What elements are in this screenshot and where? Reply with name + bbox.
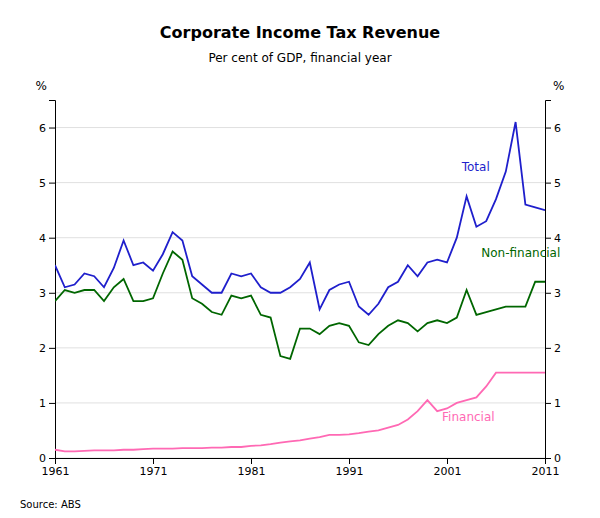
tick-label: 0 (554, 452, 561, 465)
line (55, 122, 545, 315)
tick-label: 1971 (140, 465, 168, 478)
tick: 3 (545, 287, 561, 300)
tick-mark (545, 348, 551, 349)
y2-axis: 0 1 2 3 4 5 6 (545, 101, 561, 466)
tick-label: 6 (554, 122, 561, 135)
grid-line (55, 237, 545, 238)
tick-label: 3 (554, 287, 561, 300)
grid-line (55, 402, 545, 403)
grid-line (55, 347, 545, 348)
tick: 1971 (140, 458, 168, 478)
tick-mark (49, 403, 55, 404)
tick: 6 (545, 122, 561, 135)
tick-mark (545, 403, 551, 404)
tick-label: 5 (39, 177, 46, 190)
tick-label: 4 (39, 232, 46, 245)
tick-mark (545, 458, 551, 459)
tick: 1 (545, 397, 561, 410)
tick-label: 3 (39, 287, 46, 300)
plot-area: 19611971198119912001201101234560123456To… (39, 101, 561, 478)
tick-label: 1 (554, 397, 561, 410)
grid-line (55, 182, 545, 183)
tick: 4 (545, 232, 561, 245)
axis-line (49, 101, 56, 459)
axis-line (546, 101, 552, 459)
tick-label: 0 (39, 452, 46, 465)
grid (55, 128, 545, 458)
axis-line (56, 459, 546, 465)
tick-mark (153, 458, 154, 464)
lines (55, 122, 545, 451)
tick-label: 5 (554, 177, 561, 190)
tick: 5 (39, 177, 55, 190)
tick-mark (49, 238, 55, 239)
tick: 2 (39, 342, 55, 355)
tick-mark (545, 238, 551, 239)
tick-mark (545, 183, 551, 184)
tick-mark (49, 128, 55, 129)
tick-mark (49, 293, 55, 294)
source: Source: ABS (20, 499, 81, 510)
tick-label: 1981 (238, 465, 266, 478)
grid-line (55, 127, 545, 128)
tick-label: 2 (554, 342, 561, 355)
line (55, 373, 545, 452)
tick: 0 (39, 452, 55, 465)
y2-axis-label: % (553, 79, 564, 93)
line (55, 251, 545, 358)
tick-label: 1 (39, 397, 46, 410)
tick-mark (545, 293, 551, 294)
line-label: Total (461, 160, 490, 174)
y-axis-label: % (36, 79, 47, 93)
y-axis: 0 1 2 3 4 5 6 (39, 101, 56, 466)
tick: 2001 (434, 458, 462, 478)
line-label: Financial (442, 410, 495, 424)
chart: 19611971198119912001201101234560123456To… (0, 0, 600, 518)
x-axis: 1961 1971 1981 1991 2001 2011 (42, 458, 560, 478)
title: Corporate Income Tax Revenue (160, 23, 441, 42)
tick: 1991 (336, 458, 364, 478)
tick: 3 (39, 287, 55, 300)
tick-label: 1991 (336, 465, 364, 478)
tick: 5 (545, 177, 561, 190)
tick: 4 (39, 232, 55, 245)
tick-label: 1961 (42, 465, 70, 478)
tick-mark (49, 458, 55, 459)
tick: 0 (545, 452, 561, 465)
tick-label: 6 (39, 122, 46, 135)
tick-mark (49, 348, 55, 349)
tick-mark (447, 458, 448, 464)
subtitle: Per cent of GDP, financial year (208, 51, 391, 65)
tick: 1 (39, 397, 55, 410)
tick-mark (49, 183, 55, 184)
line-label: Non-financial (481, 246, 560, 260)
tick-mark (545, 128, 551, 129)
grid-line (55, 292, 545, 293)
annotations: Total Non-financial Financial (442, 160, 560, 423)
tick-label: 2011 (532, 465, 560, 478)
tick-mark (251, 458, 252, 464)
tick: 2 (545, 342, 561, 355)
tick: 6 (39, 122, 55, 135)
tick: 1981 (238, 458, 266, 478)
tick-mark (349, 458, 350, 464)
tick-label: 2 (39, 342, 46, 355)
tick-label: 2001 (434, 465, 462, 478)
tick-label: 4 (554, 232, 561, 245)
